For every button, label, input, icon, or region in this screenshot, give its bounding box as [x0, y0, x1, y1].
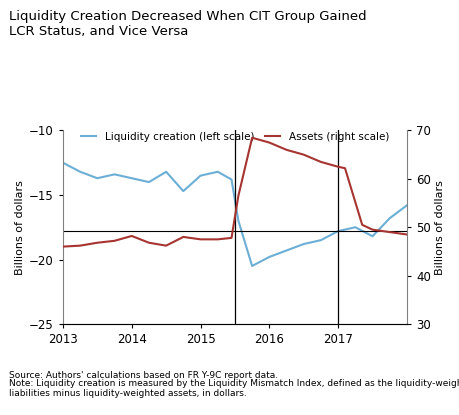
Liquidity creation (left scale) — [283, 248, 289, 253]
Assets (right scale) — [283, 147, 289, 152]
Assets (right scale) — [228, 235, 234, 240]
Legend: Liquidity creation (left scale), Assets (right scale): Liquidity creation (left scale), Assets … — [77, 128, 392, 146]
Assets (right scale) — [112, 238, 117, 243]
Liquidity creation (left scale) — [228, 177, 234, 182]
Liquidity creation (left scale) — [146, 180, 151, 185]
Liquidity creation (left scale) — [318, 238, 323, 243]
Assets (right scale) — [235, 193, 241, 198]
Liquidity creation (left scale) — [249, 264, 254, 269]
Assets (right scale) — [95, 240, 100, 245]
Assets (right scale) — [358, 222, 364, 227]
Assets (right scale) — [369, 227, 375, 232]
Liquidity creation (left scale) — [197, 173, 203, 178]
Assets (right scale) — [77, 243, 83, 248]
Line: Assets (right scale): Assets (right scale) — [63, 138, 406, 247]
Text: Liquidity Creation Decreased When CIT Group Gained
LCR Status, and Vice Versa: Liquidity Creation Decreased When CIT Gr… — [9, 10, 366, 38]
Y-axis label: Billions of dollars: Billions of dollars — [434, 180, 444, 275]
Liquidity creation (left scale) — [180, 189, 186, 194]
Liquidity creation (left scale) — [235, 218, 241, 223]
Assets (right scale) — [300, 152, 306, 157]
Liquidity creation (left scale) — [112, 172, 117, 177]
Assets (right scale) — [163, 243, 168, 248]
Assets (right scale) — [249, 135, 254, 140]
Liquidity creation (left scale) — [266, 254, 272, 259]
Liquidity creation (left scale) — [60, 160, 66, 165]
Assets (right scale) — [60, 244, 66, 249]
Text: Note: Liquidity creation is measured by the Liquidity Mismatch Index, defined as: Note: Liquidity creation is measured by … — [9, 379, 459, 398]
Liquidity creation (left scale) — [386, 216, 392, 221]
Assets (right scale) — [386, 229, 392, 234]
Assets (right scale) — [146, 240, 151, 245]
Liquidity creation (left scale) — [335, 229, 340, 234]
Assets (right scale) — [318, 159, 323, 164]
Assets (right scale) — [266, 140, 272, 145]
Assets (right scale) — [341, 166, 347, 171]
Assets (right scale) — [129, 234, 134, 239]
Liquidity creation (left scale) — [95, 176, 100, 181]
Liquidity creation (left scale) — [77, 169, 83, 174]
Liquidity creation (left scale) — [403, 203, 409, 208]
Line: Liquidity creation (left scale): Liquidity creation (left scale) — [63, 163, 406, 266]
Assets (right scale) — [197, 237, 203, 242]
Liquidity creation (left scale) — [214, 169, 220, 174]
Assets (right scale) — [403, 232, 409, 237]
Assets (right scale) — [180, 234, 186, 239]
Assets (right scale) — [214, 237, 220, 242]
Liquidity creation (left scale) — [369, 234, 375, 239]
Liquidity creation (left scale) — [129, 176, 134, 181]
Liquidity creation (left scale) — [352, 225, 357, 230]
Y-axis label: Billions of dollars: Billions of dollars — [15, 180, 25, 275]
Text: Source: Authors' calculations based on FR Y-9C report data.: Source: Authors' calculations based on F… — [9, 371, 278, 381]
Liquidity creation (left scale) — [163, 169, 168, 174]
Liquidity creation (left scale) — [300, 242, 306, 247]
Assets (right scale) — [335, 164, 340, 169]
